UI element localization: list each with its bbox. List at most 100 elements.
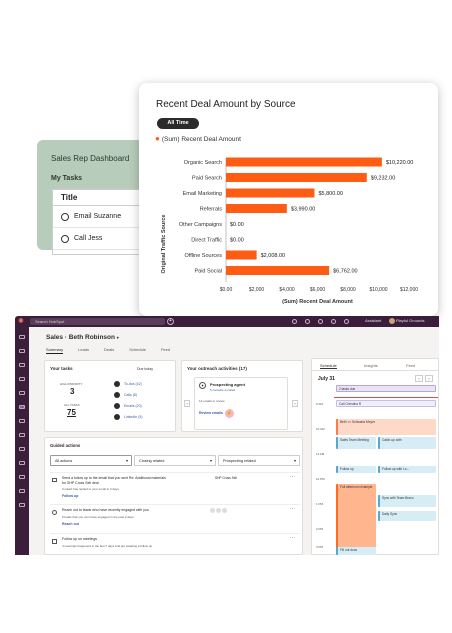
bookmark-icon[interactable]	[19, 335, 25, 339]
data-icon[interactable]	[19, 475, 25, 479]
commerce-icon[interactable]	[19, 419, 25, 423]
avatar[interactable]	[216, 508, 221, 513]
data-label: $0.00	[230, 238, 244, 244]
sales-icon[interactable]	[19, 405, 25, 409]
category-label: Email Marketing	[183, 191, 222, 197]
bar-chart: Original Traffic Source Organic Search $10…	[161, 157, 418, 305]
task-type-item[interactable]: To-dos (42)	[114, 381, 142, 387]
calendar-event[interactable]: Sales Team Meeting	[336, 437, 376, 449]
task-type-label[interactable]: LinkedIn (5)	[124, 415, 143, 419]
action-meta: 5 leads that you own have engaged in the…	[62, 515, 134, 519]
task-type-label[interactable]: Emails (20)	[124, 404, 142, 408]
your-tasks-panel: Your tasks Due today HIGH PRIORITY 3 ALL…	[44, 360, 176, 432]
avatar[interactable]	[389, 318, 395, 324]
task-type-item[interactable]: Calls (8)	[114, 392, 142, 398]
contacts-icon[interactable]	[19, 363, 25, 367]
tab-deals[interactable]: Deals	[104, 347, 115, 352]
deal-name[interactable]: SHP Cross Sell	[215, 476, 237, 480]
high-priority-label: HIGH PRIORITY	[60, 382, 83, 386]
calendar-event[interactable]: Call Christina R	[336, 400, 436, 407]
category-label: Direct Traffic	[191, 238, 222, 244]
next-arrow-icon[interactable]: ›	[292, 400, 298, 407]
tab-insights[interactable]: Insights	[364, 363, 378, 368]
add-icon[interactable]: +	[167, 318, 174, 325]
chart-legend: ● (Sum) Recent Deal Amount	[155, 134, 241, 143]
help-icon[interactable]	[318, 319, 323, 324]
settings-icon[interactable]	[331, 319, 336, 324]
follow-up-link[interactable]: Follow up	[62, 494, 79, 498]
search-input[interactable]: Search HubSpot	[30, 318, 165, 325]
next-day-icon[interactable]: ›	[425, 375, 433, 382]
time-label: 11 AM	[316, 452, 325, 456]
chevron-down-icon[interactable]: ▾	[116, 335, 119, 340]
list-item[interactable]: Follow up on meetings 4 meetings happene…	[50, 533, 300, 555]
all-tasks-label: ALL TASKS	[64, 403, 80, 407]
content-icon[interactable]	[19, 391, 25, 395]
more-icon[interactable]: ⋯	[290, 474, 295, 480]
apps-icon[interactable]	[19, 503, 25, 507]
more-icon[interactable]: ⋯	[290, 535, 295, 541]
task-row[interactable]: Call Jess	[53, 228, 151, 250]
account-switcher[interactable]: Playful Grounds	[396, 318, 425, 323]
agent-contacts[interactable]: 5 contacts enrolled	[210, 388, 236, 392]
task-type-label[interactable]: To-dos (42)	[124, 382, 142, 386]
calendar-event[interactable]: Daily Sync	[378, 511, 436, 521]
task-type-item[interactable]: Emails (20)	[114, 403, 142, 409]
x-tick-label: $12,000	[400, 287, 418, 293]
tab-schedule[interactable]: Schedule	[320, 363, 337, 369]
prev-arrow-icon[interactable]: ‹	[184, 400, 190, 407]
bar	[226, 250, 257, 260]
assistant-button[interactable]: Assistant	[365, 318, 382, 323]
tab-feed[interactable]: Feed	[160, 347, 171, 352]
high-priority-count[interactable]: 3	[70, 387, 75, 396]
tab-schedule[interactable]: Schedule	[129, 347, 146, 352]
hubspot-logo-icon[interactable]: ✺	[18, 318, 24, 325]
calendar-event[interactable]: Follow up with Lo...	[378, 466, 436, 473]
avatar[interactable]	[222, 508, 227, 513]
automation-icon[interactable]	[19, 447, 25, 451]
list-item[interactable]: Reach out to leads who have recently eng…	[50, 504, 300, 532]
radio-circle-icon[interactable]	[61, 212, 69, 221]
tab-summary[interactable]: Summary	[46, 347, 64, 354]
data-label: $2,008.00	[261, 253, 285, 259]
marketing-icon[interactable]	[19, 377, 25, 381]
reporting-icon[interactable]	[19, 461, 25, 465]
crm-app-window: ✺ Search HubSpot + Assistant Playful Gro…	[15, 316, 439, 555]
calendar-event[interactable]: Beth <> Schwartz Meyer	[336, 419, 436, 435]
calendar-event[interactable]: Follow up	[336, 466, 376, 473]
reach-out-link[interactable]: Reach out	[62, 522, 79, 526]
due-today-dropdown[interactable]: Due today	[137, 367, 153, 371]
category-label: Offline Sources	[184, 253, 222, 259]
calendar-event[interactable]: Full afternoon example	[336, 484, 376, 554]
phone-icon[interactable]	[292, 319, 297, 324]
tasks-table-header: Title	[53, 190, 151, 206]
tab-leads[interactable]: Leads	[78, 347, 90, 352]
list-item[interactable]: Send a follow up to the email that you s…	[50, 472, 300, 503]
time-label: 12 PM	[316, 477, 325, 481]
more-icon[interactable]: ⋯	[290, 506, 295, 512]
filter-closing-related[interactable]: Closing related ▾	[134, 455, 216, 466]
task-type-item[interactable]: LinkedIn (5)	[114, 414, 142, 420]
service-icon[interactable]	[19, 433, 25, 437]
tab-feed[interactable]: Feed	[406, 363, 416, 368]
calendar-event[interactable]: Catch-up with	[378, 437, 436, 449]
page-title[interactable]: Sales · Beth Robinson ▾	[46, 334, 119, 341]
marketplace-icon[interactable]	[305, 319, 310, 324]
calendar-event[interactable]: Sync with Team Bravo	[378, 495, 436, 507]
category-label: Other Campaigns	[179, 222, 222, 228]
filter-all-actions[interactable]: All actions ▾	[50, 455, 132, 466]
library-icon[interactable]	[19, 489, 25, 493]
home-icon[interactable]	[19, 349, 25, 353]
avatar[interactable]	[210, 508, 215, 513]
task-type-label[interactable]: Calls (8)	[124, 393, 138, 397]
calendar-event[interactable]: 2 tasks due	[336, 385, 436, 392]
all-tasks-count[interactable]: 75	[67, 408, 76, 417]
filter-prospecting-related[interactable]: Prospecting related ▾	[218, 455, 300, 466]
notifications-icon[interactable]	[344, 319, 349, 324]
radio-circle-icon[interactable]	[61, 234, 69, 243]
calendar-event[interactable]: Fill out docs	[336, 547, 376, 555]
review-emails-link[interactable]: Review emails	[199, 411, 223, 415]
task-row[interactable]: Email Suzanne	[53, 206, 151, 228]
prev-day-icon[interactable]: ‹	[415, 375, 423, 382]
all-time-filter-button[interactable]: All Time	[157, 118, 199, 129]
